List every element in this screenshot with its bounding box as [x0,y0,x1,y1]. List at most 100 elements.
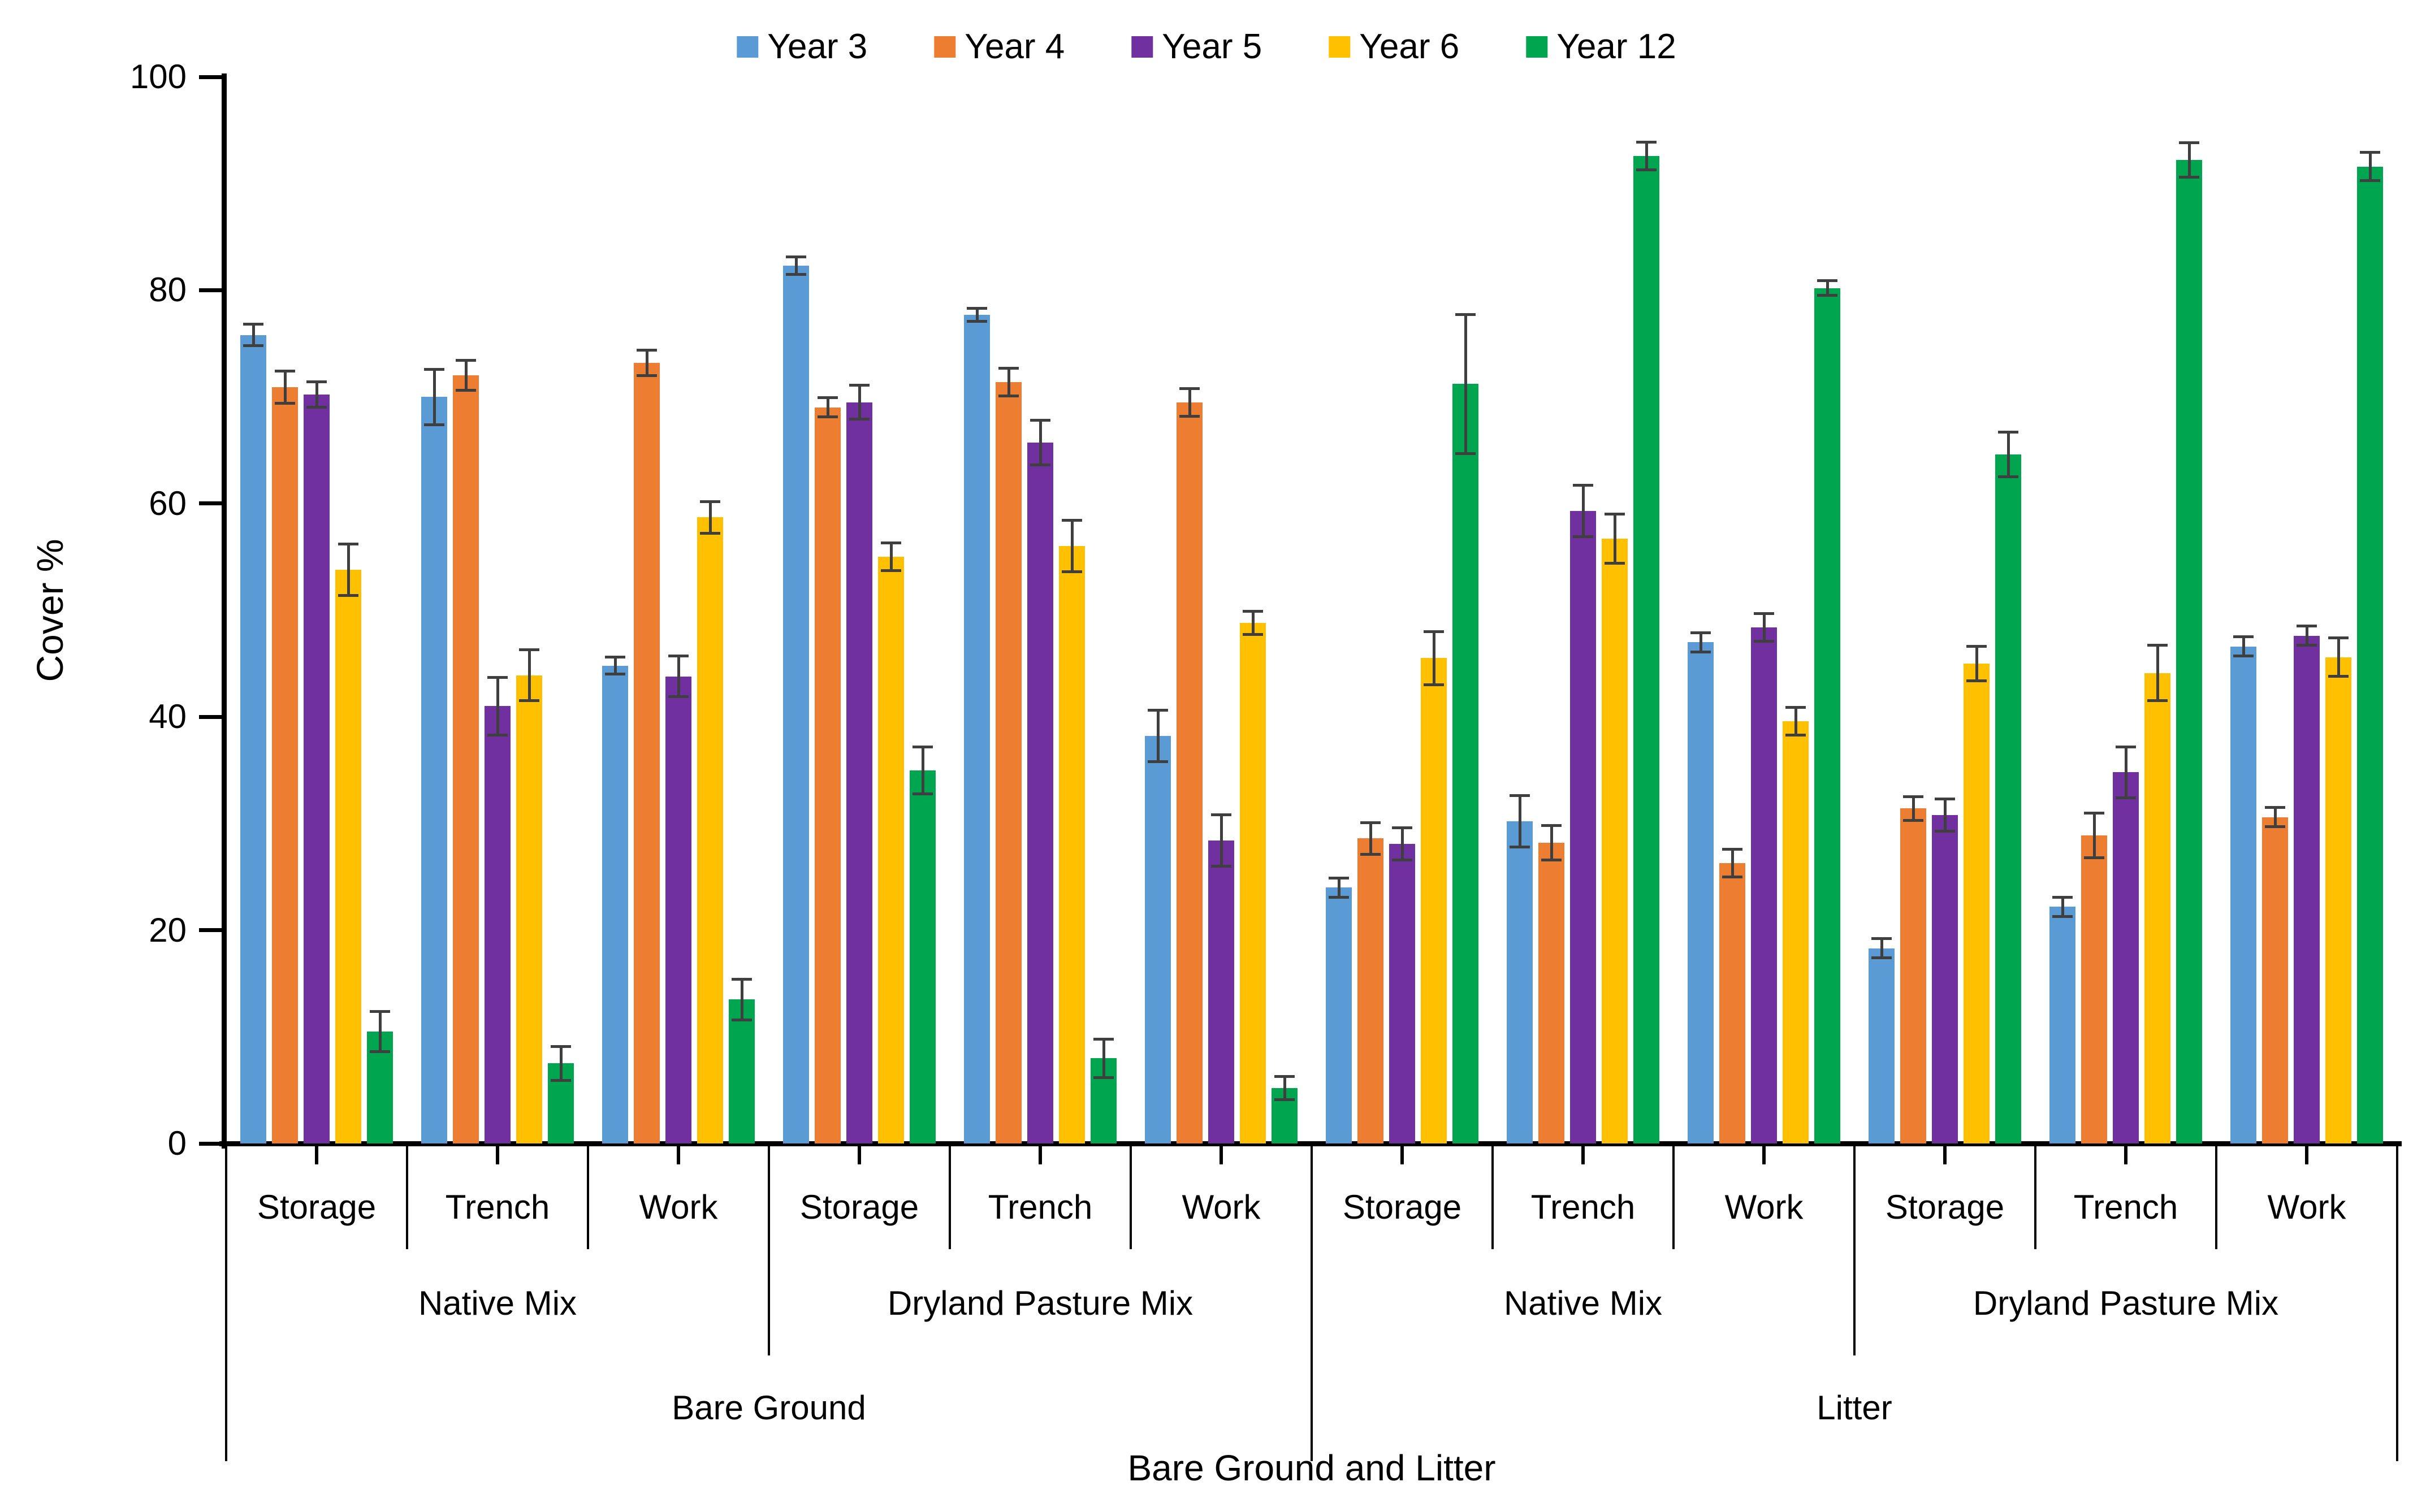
error-bar-cap-top [637,348,657,352]
error-bar [1762,613,1766,642]
legend-item-year-3: Year 3 [737,29,867,64]
error-bar [889,543,893,571]
error-bar-cap-bottom [275,401,295,405]
error-bar-cap-bottom [1030,463,1050,467]
bar-year4 [2262,817,2288,1143]
bar-year12 [1452,384,1478,1143]
error-bar-cap-top [487,675,508,679]
bar-year4 [1538,842,1564,1143]
error-bar [1400,828,1404,860]
error-bar-cap-bottom [1179,414,1200,418]
error-bar [677,656,680,697]
error-bar-cap-bottom [2052,915,2073,918]
bar-cluster-2 [407,77,588,1143]
error-bar-cap-top [519,648,539,651]
bar-year6 [1421,658,1447,1143]
error-bar-cap-bottom [243,344,263,348]
error-bar-cap-top [1636,140,1657,144]
bar-year3 [783,266,809,1143]
error-bar-cap-bottom [1605,561,1625,565]
x-axis-minor-tick [1220,1146,1223,1164]
error-bar-cap-bottom [2147,699,2168,703]
mix-label: Native Mix [1503,1284,1663,1322]
error-bar [1975,646,1978,681]
error-bar [433,369,436,425]
error-bar-cap-top [786,255,806,259]
x-axis-minor-tick [1581,1146,1585,1164]
error-bar [283,371,287,404]
error-bar [1943,799,1947,831]
error-bar-cap-top [1148,709,1168,712]
y-axis-tick-label: 20 [149,911,187,949]
bar-year3 [240,335,266,1143]
y-axis-tick-label: 80 [149,271,187,309]
error-bar-cap-top [1093,1037,1114,1041]
zone-label: Work [1724,1188,1804,1226]
error-bar [1613,514,1616,564]
error-bar-cap-bottom [338,593,358,597]
bar-year6 [2325,657,2351,1143]
error-bar-cap-bottom [1785,733,1806,736]
error-bar-cap-top [998,366,1019,370]
bar-year6 [335,569,361,1143]
bar-year5 [1932,815,1958,1143]
category-separator [2396,1146,2398,1461]
legend-swatch-icon [1329,36,1351,58]
error-bar-cap-bottom [998,394,1019,397]
legend-swatch-icon [934,36,956,58]
error-bar [2337,638,2340,677]
legend-swatch-icon [737,36,759,58]
error-bar-cap-bottom [1062,570,1082,574]
error-bar [858,385,861,419]
error-bar-cap-bottom [424,423,444,426]
error-bar-cap-top [1935,797,1955,800]
error-bar-cap-top [1030,419,1050,422]
bar-year6 [878,557,904,1143]
legend-label: Year 3 [767,27,868,66]
error-bar-cap-top [1817,279,1837,282]
bar-cluster-6 [1131,77,1312,1143]
error-bar [1464,314,1467,454]
error-bar [1220,815,1223,867]
bar-year4 [1900,808,1926,1143]
bar-year12 [1995,454,2021,1143]
error-bar-cap-top [1754,612,1774,615]
legend-item-year-12: Year 12 [1526,29,1676,64]
error-bar-cap-bottom [700,532,720,535]
bar-year4 [815,407,841,1143]
error-bar-cap-top [370,1010,390,1013]
bar-year4 [634,362,660,1143]
x-axis-minor-tick [2305,1146,2308,1164]
error-bar-cap-top [2328,636,2349,640]
error-bar-cap-bottom [818,415,838,419]
error-bar [1007,368,1010,396]
error-bar-cap-bottom [306,406,327,409]
error-bar [1251,611,1255,635]
zone-label: Storage [1885,1188,2005,1226]
error-bar [1337,878,1340,898]
bar-year5 [304,395,330,1143]
x-axis-minor-tick [1943,1146,1947,1164]
bar-year5 [1389,843,1415,1143]
error-bar-cap-bottom [1211,864,1231,868]
error-bar-cap-bottom [637,374,657,377]
mix-label: Native Mix [418,1284,577,1322]
error-bar [613,657,617,674]
category-separator [949,1146,951,1249]
error-bar-cap-top [967,306,987,310]
zone-label: Trench [988,1188,1093,1226]
error-bar-cap-bottom [1871,956,1892,960]
error-bar-cap-top [668,655,689,658]
bar-year3 [1326,887,1352,1143]
error-bar-cap-bottom [2179,175,2199,179]
error-bar-cap-top [1998,430,2018,434]
x-axis-minor-tick [315,1146,318,1164]
error-bar [2156,645,2159,701]
error-bar-cap-bottom [456,389,476,392]
error-bar [1156,710,1160,762]
legend: Year 3 Year 4 Year 5 Year 6 Year 12 [737,29,1676,64]
x-axis-minor-tick [858,1146,861,1164]
error-bar-cap-bottom [2084,856,2104,859]
error-bar-cap-bottom [1510,845,1530,848]
